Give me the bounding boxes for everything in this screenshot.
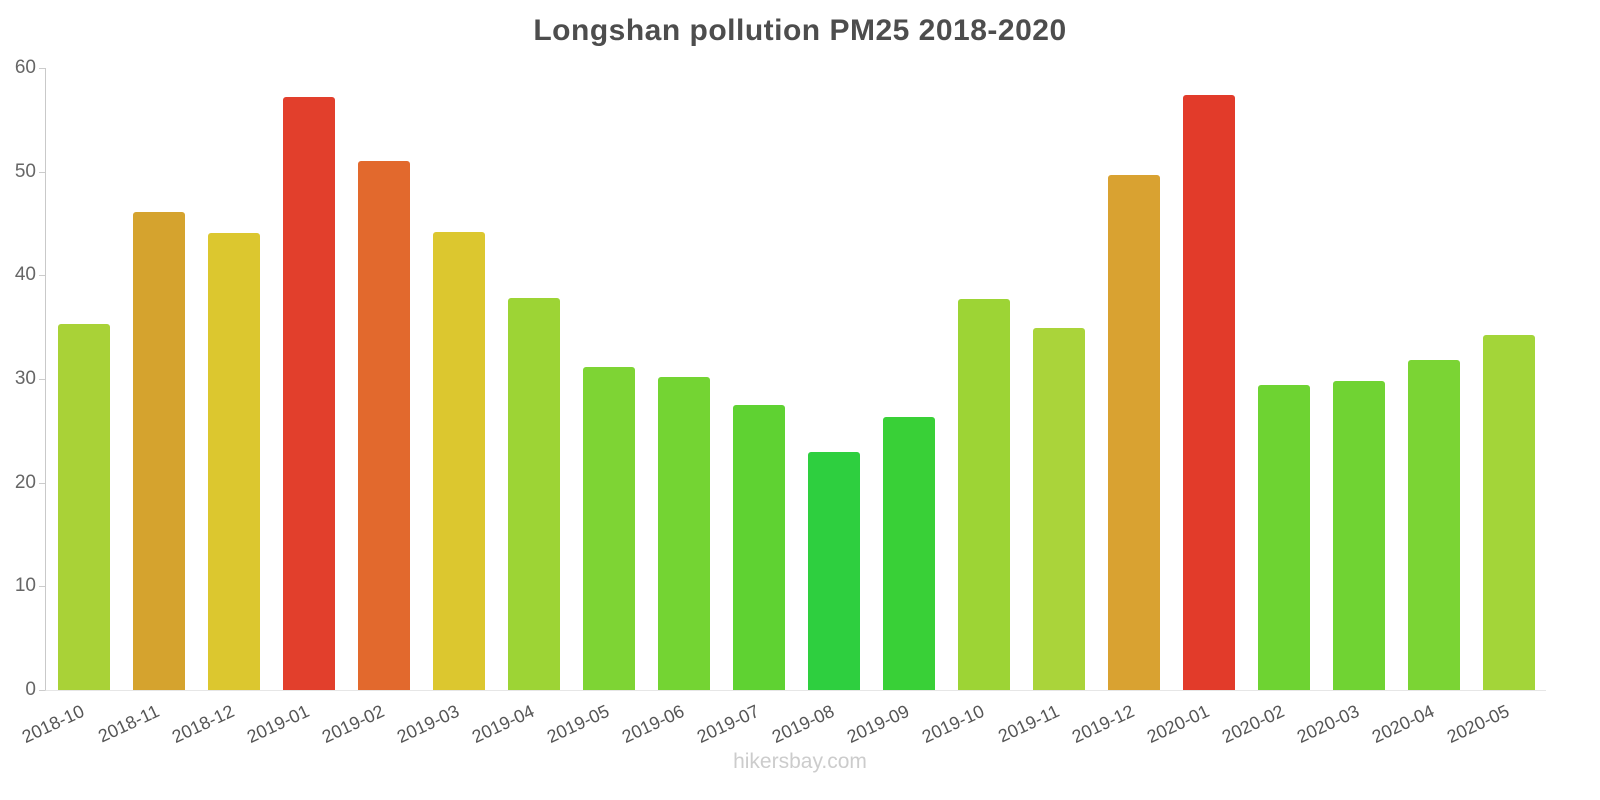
- bar-2019-06[interactable]: [657, 376, 710, 690]
- bar-2020-04[interactable]: [1407, 360, 1460, 690]
- y-tick-mark: [39, 690, 46, 691]
- plot-area: [45, 68, 1546, 691]
- y-tick-label-10: 10: [14, 575, 36, 597]
- bar-2019-10[interactable]: [957, 299, 1010, 690]
- y-tick-mark: [39, 171, 46, 173]
- bar-2020-02[interactable]: [1257, 385, 1310, 690]
- y-tick-mark: [39, 379, 46, 380]
- bar-2020-01[interactable]: [1182, 94, 1235, 690]
- y-tick-mark: [39, 275, 46, 277]
- y-tick-label-20: 20: [14, 471, 36, 493]
- bar-2020-05[interactable]: [1482, 335, 1535, 690]
- bar-2018-10[interactable]: [57, 324, 110, 690]
- bar-2019-12[interactable]: [1107, 174, 1160, 690]
- bar-2019-03[interactable]: [432, 231, 485, 690]
- bar-2019-08[interactable]: [807, 451, 860, 690]
- bar-2019-04[interactable]: [507, 298, 560, 690]
- watermark: hikersbay.com: [733, 750, 867, 773]
- chart-title: Longshan pollution PM25 2018-2020: [533, 14, 1067, 47]
- bar-2019-01[interactable]: [282, 97, 335, 690]
- y-tick-label-60: 60: [14, 57, 36, 78]
- y-tick-mark: [39, 586, 46, 588]
- bar-2019-07[interactable]: [732, 404, 785, 690]
- y-tick-mark: [39, 68, 46, 69]
- y-tick-label-50: 50: [14, 160, 36, 182]
- y-tick-mark: [39, 482, 46, 484]
- bar-2020-03[interactable]: [1332, 381, 1385, 690]
- bar-2019-09[interactable]: [882, 417, 935, 690]
- y-tick-label-30: 30: [14, 368, 36, 389]
- bar-2018-12[interactable]: [207, 232, 260, 690]
- bar-2019-02[interactable]: [357, 161, 410, 690]
- y-tick-label-0: 0: [25, 679, 36, 700]
- y-tick-label-40: 40: [14, 264, 36, 286]
- bar-2019-05[interactable]: [582, 366, 635, 690]
- bar-2018-11[interactable]: [132, 212, 185, 690]
- bar-2019-11[interactable]: [1032, 328, 1085, 690]
